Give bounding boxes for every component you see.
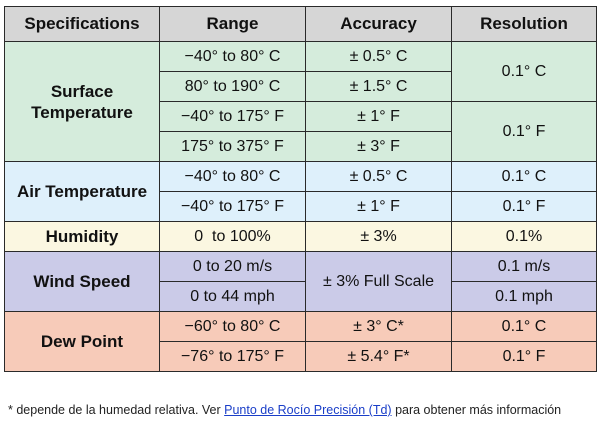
range-cell: −40° to 175° F [159, 101, 306, 132]
row: −76° to 175° F ± 5.4° F* 0.1° F [5, 341, 597, 372]
spec-name: Wind Speed [4, 251, 160, 312]
row: 80° to 190° C ± 1.5° C [5, 71, 597, 102]
spec-table: Specifications Range Accuracy Resolution… [4, 6, 597, 372]
row: Air Temperature −40° to 80° C ± 0.5° C 0… [4, 161, 597, 222]
resolution-cell: 0.1% [451, 221, 597, 252]
spec-name: Humidity [4, 221, 160, 252]
header-cell: Specifications [4, 6, 160, 42]
row: −40° to 175° F ± 1° F 0.1° F [5, 191, 597, 222]
accuracy-cell: ± 1.5° C [305, 71, 452, 102]
resolution-cell: 0.1 mph [451, 281, 597, 312]
row: Humidity 0 to 100% ± 3% 0.1% [4, 221, 597, 252]
accuracy-cell: ± 1° F [305, 191, 452, 222]
resolution-cell: 0.1° C [451, 161, 597, 192]
row: 0 to 44 mph 0.1 mph [5, 281, 597, 312]
footnote: * depende de la humedad relativa. Ver Pu… [8, 403, 561, 417]
accuracy-cell: ± 3% [305, 221, 452, 252]
resolution-cell: 0.1° C [451, 311, 597, 342]
header-cell: Accuracy [305, 6, 452, 42]
resolution-cell: 0.1° F [451, 191, 597, 222]
range-cell: 0 to 100% [159, 221, 306, 252]
range-cell: 0 to 44 mph [159, 281, 306, 312]
range-cell: 175° to 375° F [159, 131, 306, 162]
range-cell: 0 to 20 m/s [159, 251, 306, 282]
resolution-cell: 0.1° C [451, 41, 597, 102]
spec-name: Surface Temperature [4, 41, 160, 162]
resolution-cell: 0.1 m/s [451, 251, 597, 282]
accuracy-cell: ± 3° F [305, 131, 452, 162]
spec-name: Dew Point [4, 311, 160, 372]
header-cell: Resolution [451, 6, 597, 42]
accuracy-cell: ± 1° F [305, 101, 452, 132]
header-cell: Range [159, 6, 306, 42]
accuracy-cell: ± 0.5° C [305, 41, 452, 72]
range-cell: 80° to 190° C [159, 71, 306, 102]
row: Dew Point −60° to 80° C ± 3° C* 0.1° C [4, 311, 597, 372]
accuracy-cell: ± 5.4° F* [305, 341, 452, 372]
footnote-link[interactable]: Punto de Rocío Precisión (Td) [224, 403, 392, 417]
range-cell: −76° to 175° F [159, 341, 306, 372]
row: Surface Temperature −40° to 80° C ± 0.5°… [4, 41, 597, 162]
range-cell: −40° to 175° F [159, 191, 306, 222]
spec-name: Air Temperature [4, 161, 160, 222]
resolution-cell: 0.1° F [451, 341, 597, 372]
accuracy-cell: ± 3% Full Scale [305, 251, 452, 312]
range-cell: −60° to 80° C [159, 311, 306, 342]
row: 175° to 375° F ± 3° F [5, 131, 597, 162]
range-cell: −40° to 80° C [159, 41, 306, 72]
row: Wind Speed 0 to 20 m/s ± 3% Full Scale 0… [4, 251, 597, 312]
footnote-text: para obtener más información [391, 403, 562, 417]
range-cell: −40° to 80° C [159, 161, 306, 192]
accuracy-cell: ± 0.5° C [305, 161, 452, 192]
accuracy-cell: ± 3° C* [305, 311, 452, 342]
footnote-text: * depende de la humedad relativa. Ver [8, 403, 225, 417]
header-row: Specifications Range Accuracy Resolution [4, 6, 597, 42]
resolution-cell: 0.1° F [451, 101, 597, 162]
